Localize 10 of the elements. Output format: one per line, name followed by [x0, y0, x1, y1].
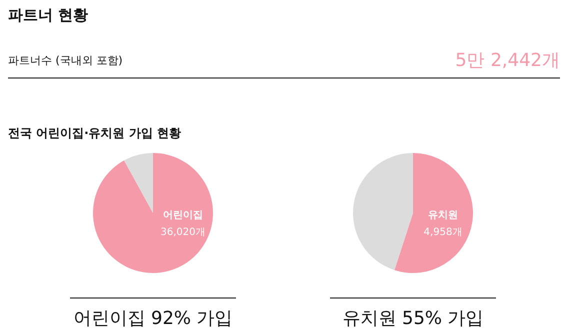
text: 5만 2,442개: [455, 50, 560, 71]
chart-title: 전국 어린이집·유치원 가입 현황: [8, 126, 182, 140]
text: 파트너 현황: [8, 6, 88, 24]
text: 36,020개: [160, 227, 206, 238]
slice-label: 유치원: [428, 210, 458, 221]
text: 유치원 55% 가입: [342, 308, 484, 329]
slice-label: 어린이집: [163, 210, 203, 221]
text: 4,958개: [424, 227, 462, 238]
text: 파트너수 (국내외 포함): [8, 54, 123, 67]
text: 어린이집 92% 가입: [73, 308, 233, 329]
